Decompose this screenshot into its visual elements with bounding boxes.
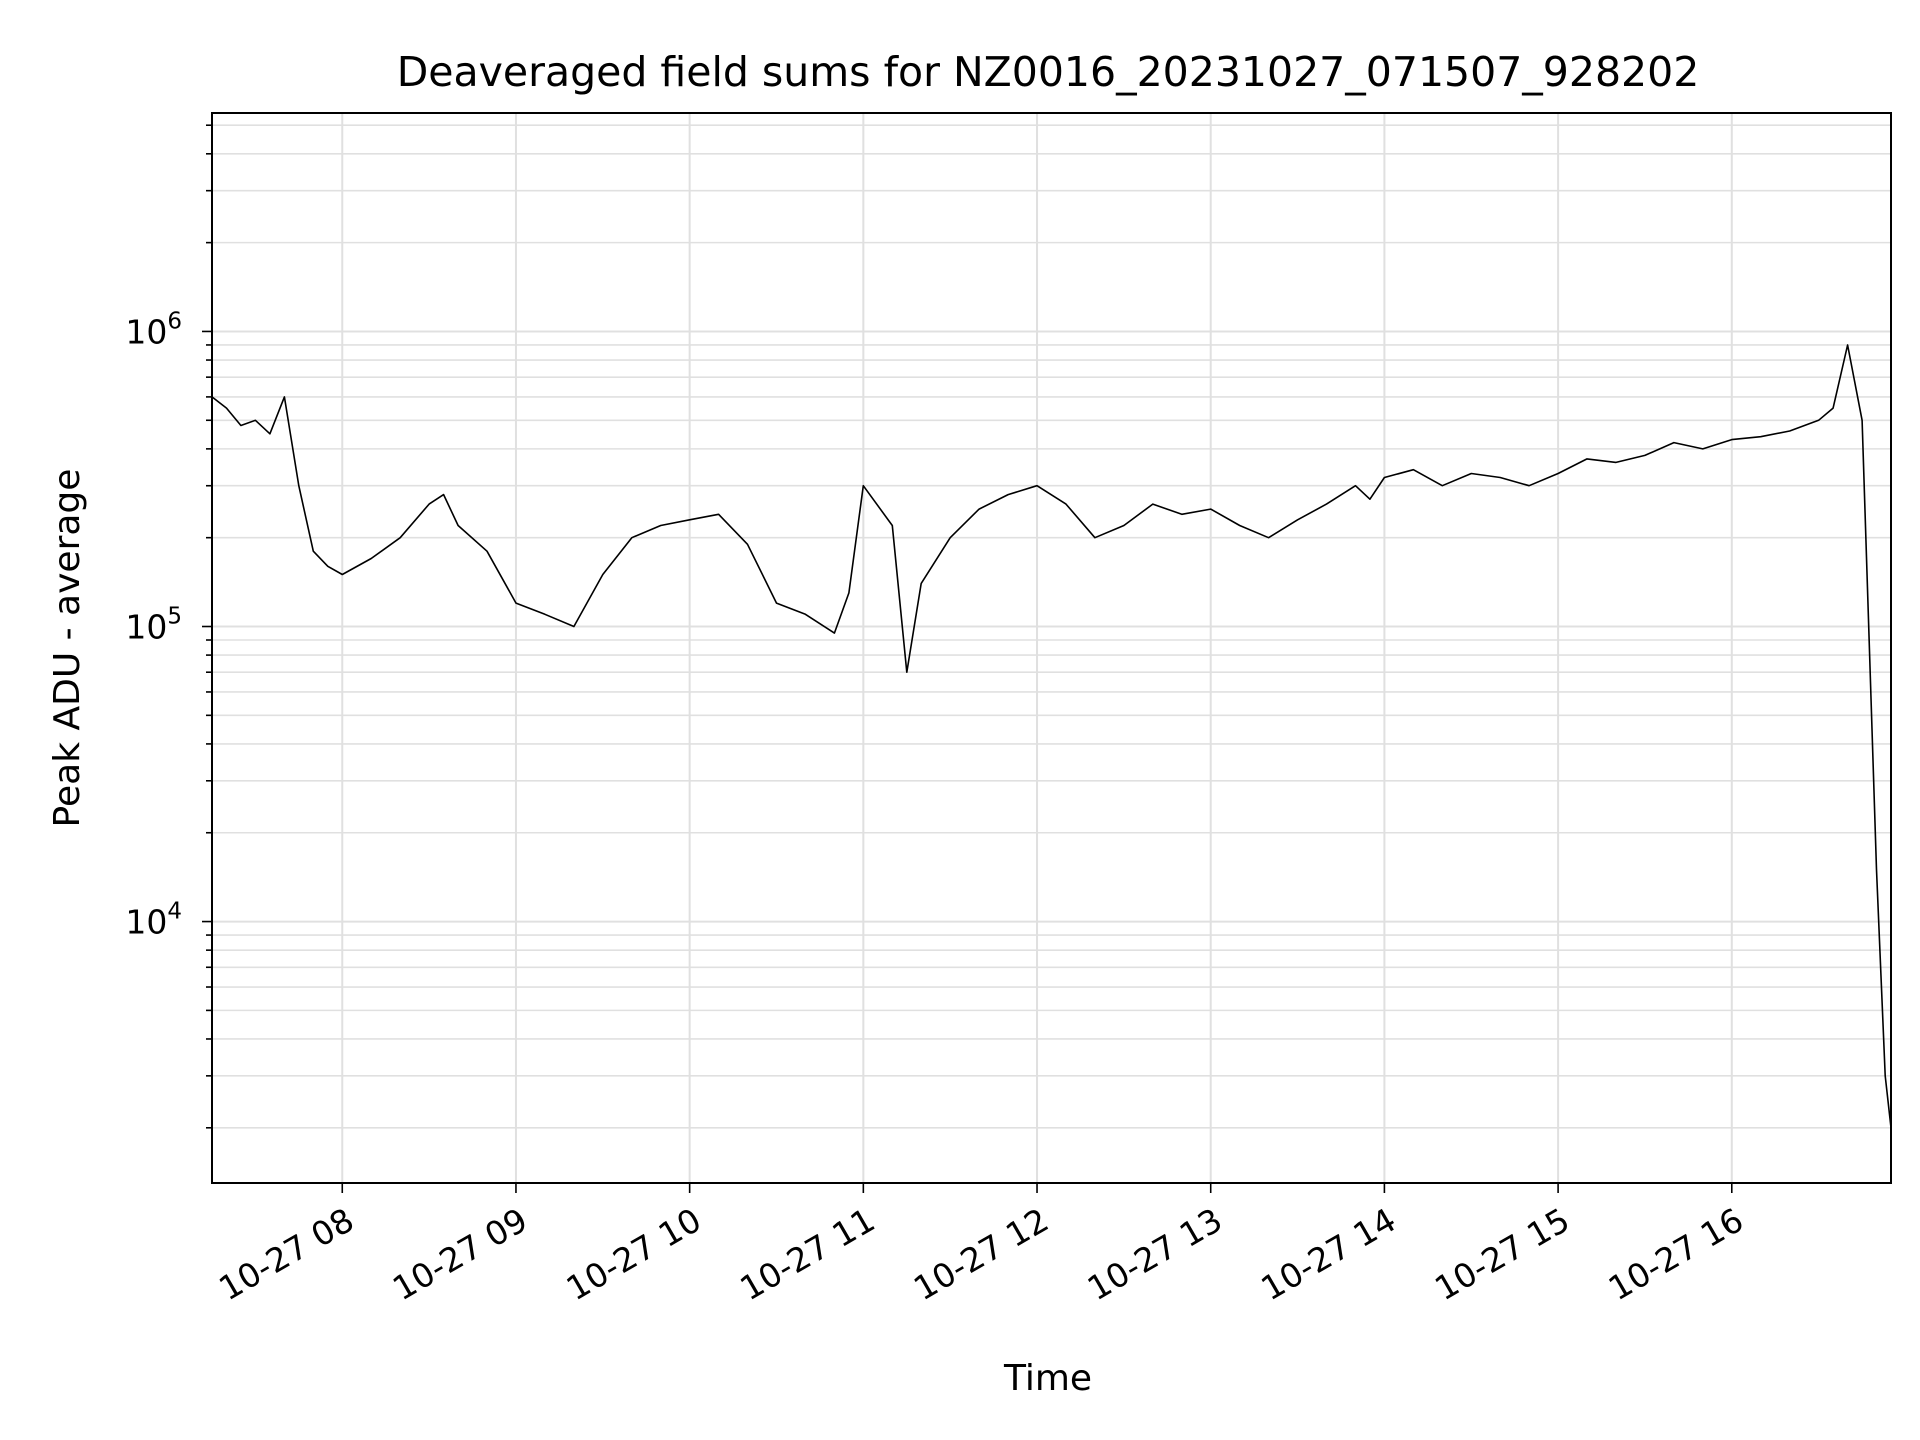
y-tick-label-base: 10	[125, 903, 167, 942]
y-axis-label: Peak ADU - average	[47, 469, 88, 828]
y-tick-label: 106	[125, 308, 182, 351]
plot-frame	[211, 112, 1892, 1184]
series-line	[211, 344, 1892, 1128]
y-gridlines	[212, 124, 1891, 1129]
x-axis-label: Time	[1003, 1358, 1092, 1399]
y-tick-label: 104	[125, 899, 182, 942]
y-tick-label-exponent: 4	[167, 899, 182, 925]
y-tick-label-exponent: 6	[167, 308, 182, 334]
series-layer	[211, 344, 1892, 1128]
y-tick-label-exponent: 5	[167, 604, 182, 630]
y-tick-label-base: 10	[125, 608, 167, 647]
x-gridlines	[341, 113, 1733, 1183]
chart-title: Deaveraged field sums for NZ0016_2023102…	[397, 48, 1700, 96]
y-tick-label-base: 10	[125, 312, 167, 351]
y-tick-label: 105	[125, 604, 182, 647]
